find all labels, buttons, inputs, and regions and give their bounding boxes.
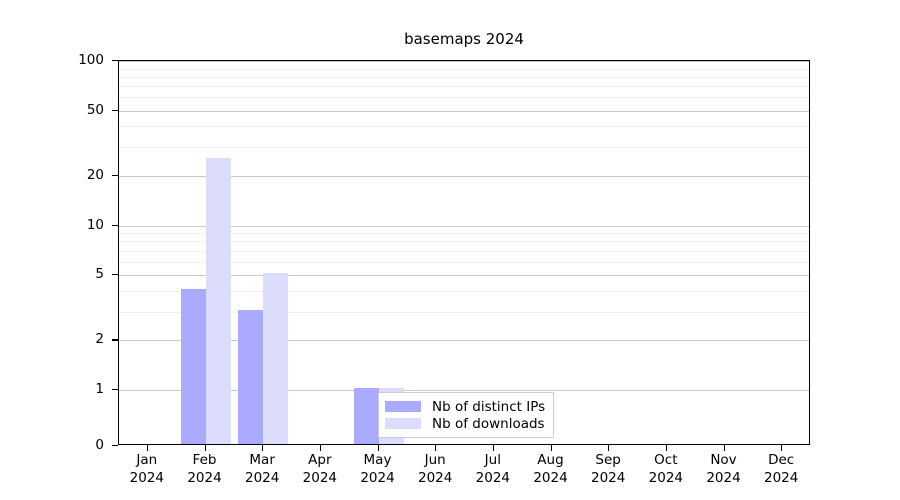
x-axis-tick-label: Feb 2024 xyxy=(187,452,221,487)
x-axis-tick-mark xyxy=(781,445,783,451)
gridline-major xyxy=(119,175,809,177)
y-axis-tick-label: 100 xyxy=(78,52,104,68)
x-axis-tick-label: Jun 2024 xyxy=(418,452,452,487)
x-axis-tick-month: May xyxy=(363,452,392,468)
chart-legend: Nb of distinct IPs Nb of downloads xyxy=(378,392,555,438)
gridline-minor xyxy=(119,250,809,252)
x-axis-tick-year: 2024 xyxy=(417,469,453,486)
x-axis-tick-mark xyxy=(550,445,552,451)
legend-swatch xyxy=(385,418,421,429)
bar xyxy=(205,158,231,444)
x-axis-tick-month: Aug xyxy=(537,452,564,468)
gridline-minor xyxy=(119,233,809,235)
legend-label: Nb of downloads xyxy=(432,415,545,432)
x-axis-tick-label: Nov 2024 xyxy=(706,452,740,487)
x-axis-tick-month: Jul xyxy=(484,452,501,468)
x-axis-tick-mark xyxy=(492,445,495,451)
gridline-major xyxy=(119,390,809,392)
x-axis-tick-mark xyxy=(723,445,725,451)
x-axis-tick-label: Apr 2024 xyxy=(303,452,337,487)
x-axis-tick-label: Jul 2024 xyxy=(476,452,510,487)
gridline-minor xyxy=(119,76,809,78)
y-axis-tick-label: 20 xyxy=(86,166,104,183)
y-axis-tick-mark xyxy=(112,174,118,177)
y-axis-tick-label: 50 xyxy=(86,101,104,118)
x-axis-tick-year: 2024 xyxy=(360,469,395,486)
y-axis-tick-mark xyxy=(112,274,118,276)
x-axis-tick-year: 2024 xyxy=(475,469,511,486)
gridline-minor xyxy=(119,86,809,88)
gridline-major xyxy=(119,61,809,62)
plot-area xyxy=(118,60,810,445)
x-axis-tick-month: Dec xyxy=(768,452,795,468)
gridline-minor xyxy=(119,126,809,128)
x-axis-tick-label: Sep 2024 xyxy=(591,452,625,487)
gridline-major xyxy=(119,340,809,342)
x-axis-tick-year: 2024 xyxy=(187,469,222,486)
x-axis-tick-mark xyxy=(377,445,379,451)
y-axis-tick-label: 1 xyxy=(95,381,104,398)
bar xyxy=(353,388,379,444)
x-axis-tick-year: 2024 xyxy=(590,469,626,486)
x-axis-tick-mark xyxy=(204,445,206,451)
x-axis-tick-month: Sep xyxy=(595,452,621,468)
x-axis-tick-year: 2024 xyxy=(302,469,338,486)
x-axis-tick-month: Mar xyxy=(249,452,275,468)
x-axis-tick-year: 2024 xyxy=(244,469,280,486)
chart-title: basemaps 2024 xyxy=(404,30,524,48)
y-axis-tick-label: 0 xyxy=(95,437,104,453)
gridline-minor xyxy=(119,241,809,243)
bar xyxy=(180,288,206,444)
x-axis-tick-label: Dec 2024 xyxy=(764,452,798,487)
y-axis-tick-mark xyxy=(112,389,118,391)
y-axis-tick-label: 2 xyxy=(95,331,104,348)
gridline-minor xyxy=(119,147,809,149)
x-axis-tick-label: Mar 2024 xyxy=(245,452,279,487)
x-axis-tick-label: Aug 2024 xyxy=(533,452,567,487)
bar xyxy=(238,309,264,444)
y-axis-tick-mark xyxy=(112,60,118,62)
x-axis-tick-year: 2024 xyxy=(129,469,165,486)
x-axis-tick-year: 2024 xyxy=(533,469,568,486)
x-axis-tick-mark xyxy=(608,445,610,451)
gridline-major xyxy=(119,110,809,112)
x-axis-tick-label: Jan 2024 xyxy=(130,452,164,487)
x-axis-tick-month: Jan xyxy=(136,452,158,468)
gridline-minor xyxy=(119,97,809,99)
x-axis-tick-month: Apr xyxy=(308,452,332,468)
x-axis-tick-month: Jun xyxy=(424,452,446,468)
x-axis-tick-mark xyxy=(262,445,264,451)
x-axis-tick-month: Feb xyxy=(192,452,217,468)
x-axis-tick-month: Oct xyxy=(654,452,678,468)
gridline-minor xyxy=(119,68,809,70)
gridline-major xyxy=(119,225,809,227)
x-axis-tick-year: 2024 xyxy=(763,469,799,486)
x-axis-tick-year: 2024 xyxy=(648,469,684,486)
legend-label: Nb of distinct IPs xyxy=(432,398,546,415)
y-axis-tick-mark xyxy=(112,224,118,226)
x-axis-tick-label: Oct 2024 xyxy=(649,452,683,487)
bar xyxy=(263,273,289,444)
gridline-minor xyxy=(119,290,809,292)
x-axis-tick-mark xyxy=(435,445,437,451)
y-axis-tick-mark xyxy=(112,445,118,447)
y-axis-tick-mark xyxy=(112,109,118,111)
y-axis-tick-label: 5 xyxy=(95,266,104,283)
x-axis-tick-label: May 2024 xyxy=(360,452,394,487)
gridline-major xyxy=(119,275,809,277)
legend-item[interactable]: Nb of distinct IPs xyxy=(385,398,545,415)
y-axis-tick-label: 10 xyxy=(86,216,104,233)
y-axis-tick-mark xyxy=(112,339,118,341)
legend-item[interactable]: Nb of downloads xyxy=(385,415,545,432)
x-axis-tick-year: 2024 xyxy=(706,469,741,486)
x-axis-tick-mark xyxy=(665,445,668,451)
gridline-minor xyxy=(119,262,809,263)
x-axis-tick-mark xyxy=(146,445,149,451)
x-axis-tick-month: Nov xyxy=(710,452,737,468)
x-axis-tick-mark xyxy=(319,445,322,451)
gridline-minor xyxy=(119,311,809,313)
legend-swatch xyxy=(385,401,421,412)
